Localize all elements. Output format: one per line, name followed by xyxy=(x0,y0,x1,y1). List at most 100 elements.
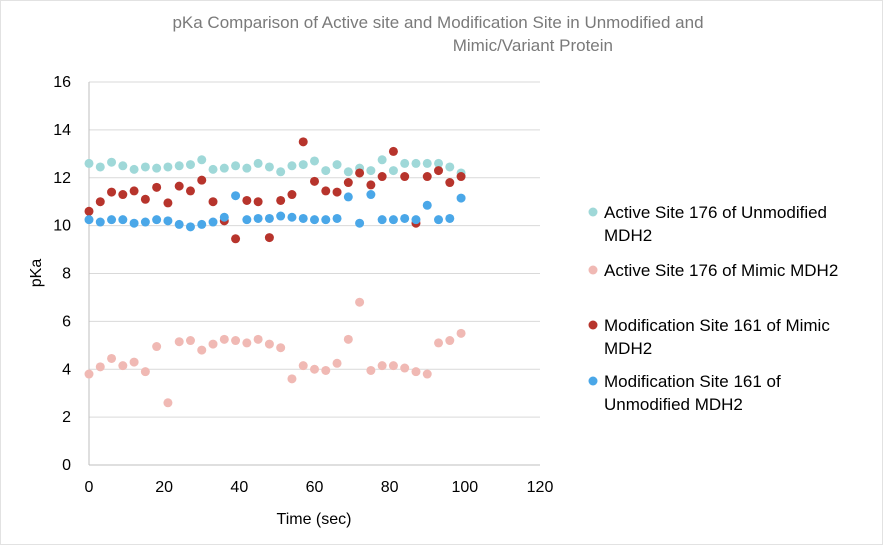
data-point xyxy=(388,215,398,225)
data-point xyxy=(411,367,421,377)
data-point xyxy=(276,195,286,205)
data-point xyxy=(219,163,229,173)
data-point xyxy=(174,337,184,347)
data-points xyxy=(84,137,466,408)
data-point xyxy=(174,219,184,229)
data-point xyxy=(343,178,353,188)
data-point xyxy=(107,187,117,197)
data-point xyxy=(366,166,376,176)
data-point xyxy=(298,361,308,371)
x-tick-label: 100 xyxy=(451,479,478,496)
data-point xyxy=(197,345,207,355)
data-point xyxy=(185,222,195,232)
data-point xyxy=(95,197,105,207)
data-point xyxy=(411,158,421,168)
data-point xyxy=(231,161,241,171)
data-point xyxy=(445,213,455,223)
x-axis-label: Time (sec) xyxy=(277,511,352,528)
chart-title-line-1: pKa Comparison of Active site and Modifi… xyxy=(172,13,703,32)
y-tick-label: 14 xyxy=(53,122,71,139)
data-point xyxy=(400,158,410,168)
data-point xyxy=(355,218,365,228)
data-point xyxy=(377,361,387,371)
legend-label: MDH2 xyxy=(604,226,652,245)
data-point xyxy=(197,175,207,185)
data-point xyxy=(197,219,207,229)
data-point xyxy=(107,215,117,225)
data-point xyxy=(107,157,117,167)
data-point xyxy=(163,216,173,226)
data-point xyxy=(219,212,229,222)
data-point xyxy=(422,172,432,182)
data-point xyxy=(400,363,410,373)
data-point xyxy=(231,336,241,346)
data-point xyxy=(231,234,241,244)
data-point xyxy=(264,213,274,223)
data-point xyxy=(174,181,184,191)
data-point xyxy=(332,160,342,170)
data-point xyxy=(208,339,218,349)
data-point xyxy=(332,358,342,368)
data-point xyxy=(287,161,297,171)
data-point xyxy=(129,186,139,196)
data-point xyxy=(242,195,252,205)
y-tick-label: 0 xyxy=(62,457,71,474)
y-tick-label: 8 xyxy=(62,266,71,283)
data-point xyxy=(298,160,308,170)
data-point xyxy=(185,186,195,196)
data-point xyxy=(152,163,162,173)
axes xyxy=(88,82,540,466)
data-point xyxy=(276,167,286,177)
data-point xyxy=(253,197,263,207)
data-point xyxy=(95,362,105,372)
data-point xyxy=(242,215,252,225)
legend-label: Modification Site 161 of xyxy=(604,372,781,391)
data-point xyxy=(388,146,398,156)
data-point xyxy=(129,218,139,228)
data-point xyxy=(343,192,353,202)
data-point xyxy=(163,198,173,208)
data-point xyxy=(129,357,139,367)
data-point xyxy=(140,162,150,172)
data-point xyxy=(185,336,195,346)
x-tick-label: 40 xyxy=(230,479,248,496)
data-point xyxy=(400,213,410,223)
data-point xyxy=(298,137,308,147)
x-tick-label: 20 xyxy=(155,479,173,496)
y-tick-label: 2 xyxy=(62,409,71,426)
legend-label: Active Site 176 of Unmodified xyxy=(604,203,827,222)
data-point xyxy=(445,178,455,188)
data-point xyxy=(456,328,466,338)
data-point xyxy=(242,163,252,173)
data-point xyxy=(434,338,444,348)
data-point xyxy=(118,161,128,171)
data-point xyxy=(152,215,162,225)
data-point xyxy=(208,197,218,207)
data-point xyxy=(343,334,353,344)
legend-marker xyxy=(588,320,598,330)
data-point xyxy=(422,158,432,168)
data-point xyxy=(84,369,94,379)
data-point xyxy=(287,212,297,222)
data-point xyxy=(456,172,466,182)
data-point xyxy=(343,167,353,177)
data-point xyxy=(310,156,319,166)
data-point xyxy=(107,353,117,363)
data-point xyxy=(84,215,94,225)
data-point xyxy=(276,211,286,221)
data-point xyxy=(388,361,398,371)
data-point xyxy=(152,182,162,192)
legend-label: MDH2 xyxy=(604,339,652,358)
data-point xyxy=(434,215,444,225)
data-point xyxy=(140,217,150,227)
y-tick-label: 16 xyxy=(53,74,71,91)
data-point xyxy=(310,176,319,186)
data-point xyxy=(321,215,331,225)
chart-title-line-2: Mimic/Variant Protein xyxy=(453,36,613,55)
data-point xyxy=(140,367,150,377)
legend-marker xyxy=(588,265,598,275)
data-point xyxy=(456,193,466,203)
